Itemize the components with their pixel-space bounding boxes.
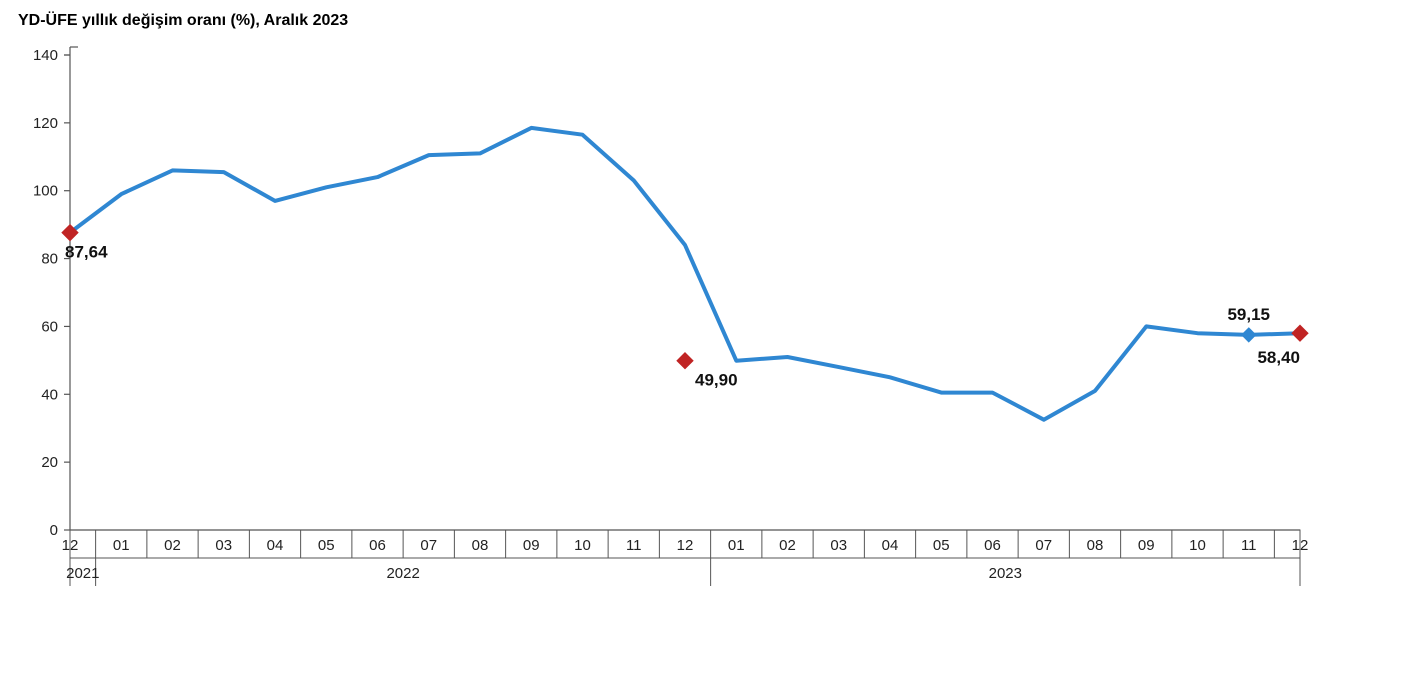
chart-container: YD-ÜFE yıllık değişim oranı (%), Aralık … [0,0,1406,675]
x-tick-month: 09 [1138,537,1155,554]
x-tick-month: 02 [164,537,181,554]
x-tick-month: 04 [882,537,899,554]
x-tick-month: 06 [984,537,1001,554]
x-tick-month: 05 [933,537,950,554]
data-label: 87,64 [65,243,108,262]
y-tick-label: 60 [41,318,58,335]
x-tick-month: 11 [626,537,642,554]
x-tick-month: 09 [523,537,540,554]
x-tick-month: 01 [113,537,130,554]
y-tick-label: 100 [33,183,58,200]
x-tick-month: 06 [369,537,386,554]
y-tick-label: 20 [41,454,58,471]
blue-marker [1242,328,1256,342]
x-tick-month: 01 [728,537,745,554]
x-tick-month: 10 [1189,537,1206,554]
x-tick-month: 08 [472,537,489,554]
x-tick-month: 02 [779,537,796,554]
data-label: 58,40 [1257,348,1300,367]
x-tick-month: 12 [677,537,694,554]
x-tick-month: 07 [420,537,437,554]
x-tick-month: 07 [1035,537,1052,554]
highlight-marker [1292,325,1308,341]
x-tick-month: 05 [318,537,335,554]
chart-title: YD-ÜFE yıllık değişim oranı (%), Aralık … [18,12,348,30]
y-tick-label: 0 [50,522,58,539]
x-tick-month: 03 [830,537,847,554]
data-label: 59,15 [1227,305,1270,324]
x-tick-month: 10 [574,537,591,554]
data-label: 49,90 [695,371,738,390]
y-tick-label: 120 [33,115,58,132]
x-tick-year: 2023 [989,565,1022,582]
x-tick-month: 08 [1087,537,1104,554]
y-tick-label: 80 [41,251,58,268]
line-chart: 0204060801001201401201020304050607080910… [0,0,1406,675]
x-tick-month: 04 [267,537,284,554]
highlight-marker [677,353,693,369]
y-tick-label: 40 [41,386,58,403]
y-tick-label: 140 [33,47,58,64]
x-tick-month: 11 [1241,537,1257,554]
x-tick-year: 2022 [386,565,419,582]
series-line [70,128,1300,420]
x-tick-year: 2021 [66,565,99,582]
x-tick-month: 12 [1292,537,1309,554]
x-tick-month: 03 [215,537,232,554]
x-tick-month: 12 [62,537,79,554]
